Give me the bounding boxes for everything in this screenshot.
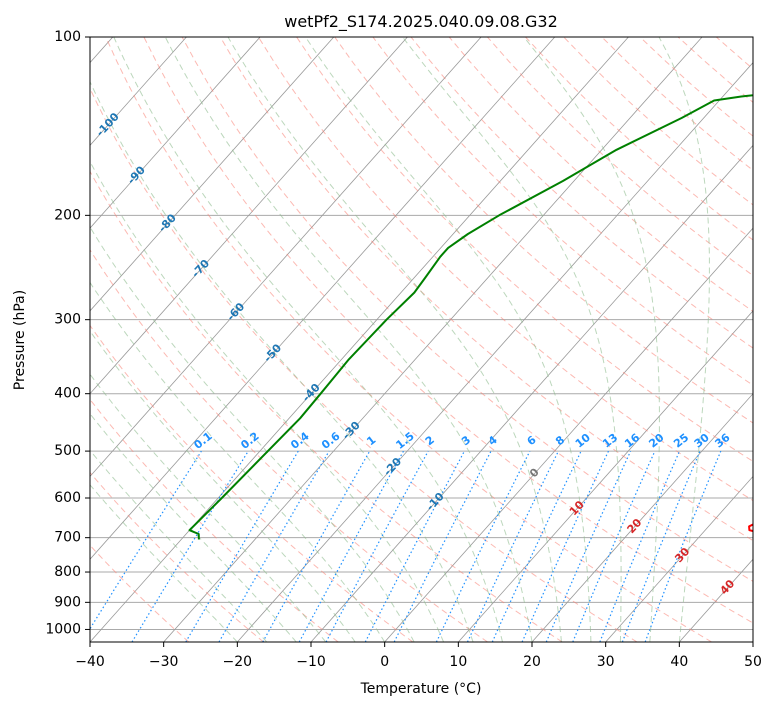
y-axis-label: Pressure (hPa) bbox=[12, 290, 28, 390]
y-tick-label: 300 bbox=[54, 312, 81, 328]
dry-adiabat-line bbox=[90, 398, 339, 642]
isotherm-line bbox=[237, 61, 753, 642]
mixing-ratio-line bbox=[521, 450, 610, 642]
mixing-ratio-line bbox=[90, 450, 202, 630]
x-tick-label: 50 bbox=[744, 654, 762, 670]
mixing-ratio-line bbox=[393, 450, 492, 642]
isotherm-line bbox=[90, 37, 187, 146]
dry-adiabat-line bbox=[372, 37, 753, 386]
x-tick-label: 30 bbox=[597, 654, 615, 670]
y-tick-label: 900 bbox=[54, 594, 81, 610]
x-tick-label: 0 bbox=[380, 654, 389, 670]
moist-adiabat-line bbox=[90, 80, 474, 642]
y-tick-label: 600 bbox=[54, 490, 81, 506]
y-tick-label: 100 bbox=[54, 29, 81, 45]
isotherm-line bbox=[163, 37, 703, 642]
mixing-ratio-line bbox=[262, 450, 371, 642]
dry-adiabat-line bbox=[143, 37, 753, 624]
y-axis-ticks: 1000 900 800 700 600 500 400 300 200 100 bbox=[45, 29, 90, 637]
moist-adiabat-line bbox=[523, 37, 660, 642]
dry-adiabat-line bbox=[448, 37, 753, 313]
moist-adiabat-line bbox=[90, 281, 386, 642]
x-tick-label: 10 bbox=[449, 654, 467, 670]
x-tick-label: −30 bbox=[149, 654, 179, 670]
y-tick-label: 700 bbox=[54, 530, 81, 546]
y-tick-label: 1000 bbox=[45, 621, 81, 637]
moist-adiabat-line bbox=[90, 330, 356, 642]
moist-adiabat-line bbox=[90, 484, 238, 642]
mixing-ratio-line bbox=[572, 450, 656, 642]
y-tick-label: 800 bbox=[54, 564, 81, 580]
y-tick-label: 200 bbox=[54, 207, 81, 223]
profile-lines bbox=[188, 94, 753, 540]
mixing-ratio-line bbox=[644, 450, 722, 642]
isotherm-line bbox=[458, 310, 753, 642]
mixing-ratio-line bbox=[621, 450, 701, 642]
moist-adiabat-line bbox=[90, 373, 327, 642]
isotherm-line bbox=[90, 37, 408, 395]
dry-adiabat-line bbox=[90, 471, 264, 642]
isotherm-line bbox=[605, 475, 753, 642]
x-tick-label: 20 bbox=[523, 654, 541, 670]
dry-adiabat-line bbox=[90, 170, 563, 642]
dry-adiabat-line bbox=[296, 37, 753, 462]
x-tick-label: −10 bbox=[296, 654, 326, 670]
x-tick-label: −20 bbox=[223, 654, 253, 670]
y-tick-label: 500 bbox=[54, 443, 81, 459]
x-axis-ticks: −40 −30 −20 −10 0 10 20 30 40 50 bbox=[75, 642, 762, 670]
dry-adiabat-line bbox=[90, 248, 488, 642]
moist-adiabat-line bbox=[227, 37, 562, 642]
isotherm-line bbox=[90, 37, 261, 229]
isotherm-line bbox=[90, 37, 335, 312]
isotherm-line bbox=[310, 144, 753, 642]
dry-adiabat-line bbox=[90, 87, 638, 642]
isotherm-line bbox=[384, 227, 753, 642]
dewpoint-profile-line bbox=[188, 94, 753, 540]
mixing-ratio-line bbox=[545, 450, 632, 642]
dry-adiabat-line bbox=[334, 37, 753, 424]
mixing-ratio-line bbox=[298, 450, 405, 642]
mixing-ratio-line bbox=[599, 450, 681, 642]
moist-adiabat-line bbox=[658, 37, 710, 642]
dry-adiabat-line bbox=[105, 37, 712, 642]
isotherm-line bbox=[90, 37, 629, 642]
mixing-ratio-line bbox=[131, 450, 249, 642]
x-tick-label: 40 bbox=[670, 654, 688, 670]
chart-title: wetPf2_S174.2025.040.09.08.G32 bbox=[284, 12, 558, 32]
dry-adiabat-line bbox=[410, 37, 753, 349]
moist-adiabat-line bbox=[305, 37, 592, 642]
isotherm-line bbox=[90, 37, 556, 560]
moist-adiabat-line bbox=[164, 37, 533, 642]
dry-adiabat-line bbox=[90, 544, 190, 642]
moist-adiabat-line bbox=[113, 37, 503, 642]
y-tick-label: 400 bbox=[54, 386, 81, 402]
mixing-ratio-line bbox=[325, 450, 429, 642]
plot-frame bbox=[89, 36, 754, 643]
x-axis-label: Temperature (°C) bbox=[360, 681, 482, 697]
background-lines bbox=[90, 37, 753, 642]
x-tick-label: −40 bbox=[75, 654, 105, 670]
moist-adiabat-line bbox=[90, 412, 297, 642]
moist-adiabat-line bbox=[90, 449, 268, 642]
moist-adiabat-line bbox=[402, 37, 622, 642]
isotherm-line bbox=[531, 393, 753, 642]
mixing-ratio-line bbox=[435, 450, 531, 642]
moist-adiabat-line bbox=[90, 160, 445, 642]
moist-adiabat-line bbox=[90, 226, 415, 642]
dry-adiabat-line bbox=[90, 324, 414, 642]
